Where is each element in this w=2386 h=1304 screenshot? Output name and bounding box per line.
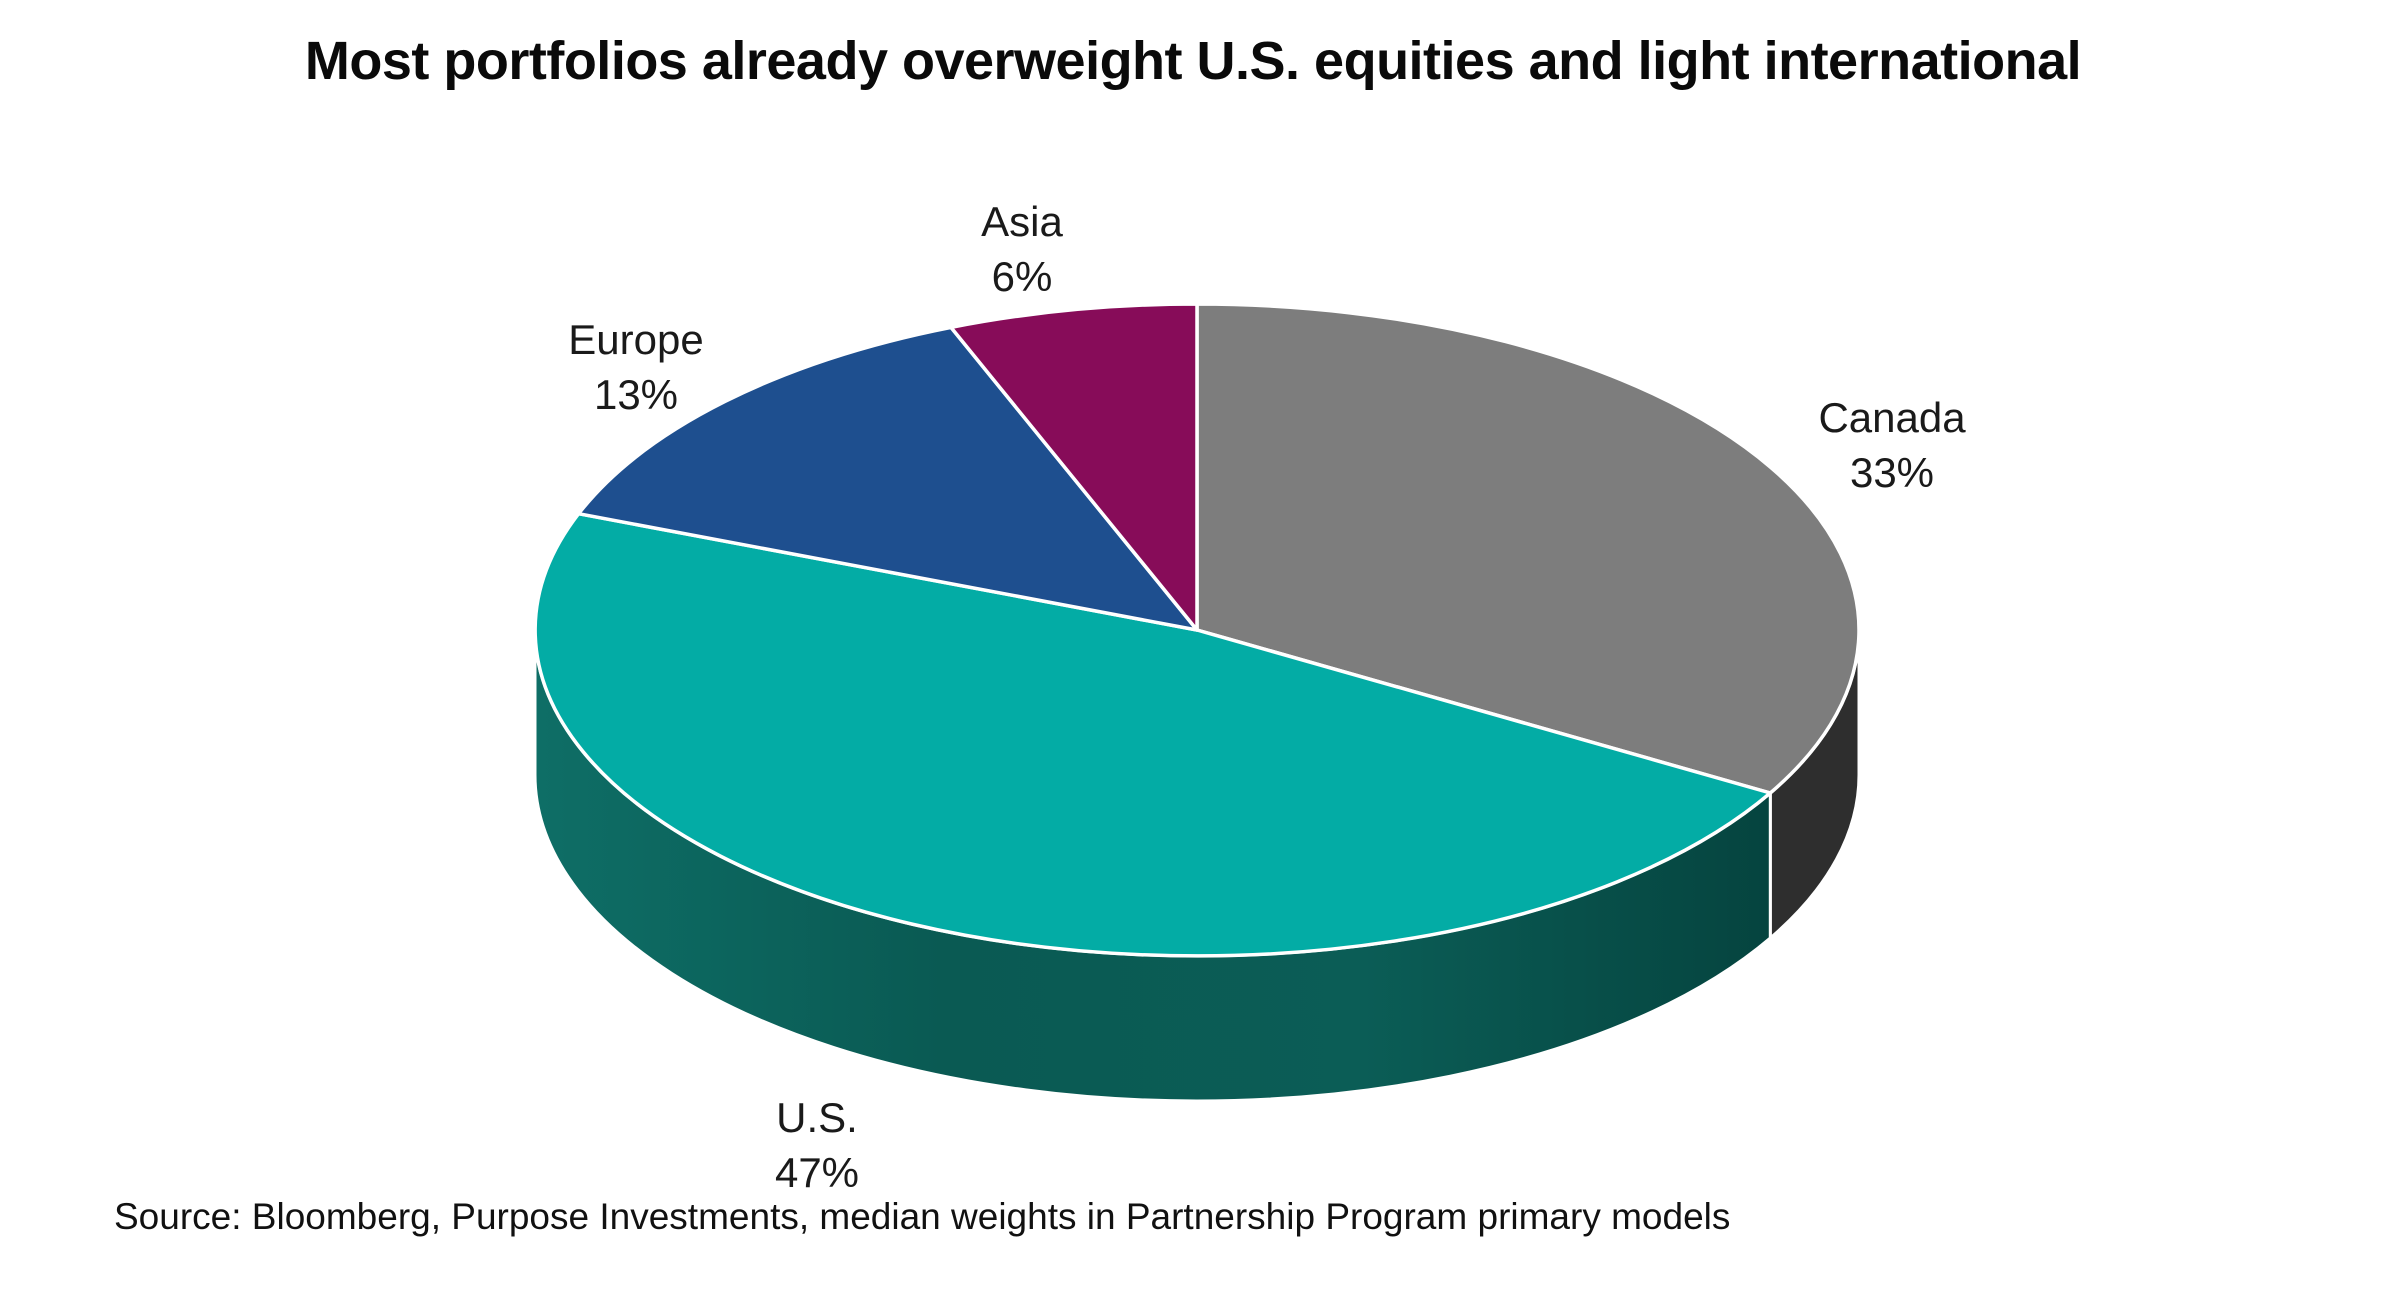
pie-slice-us (533, 511, 1773, 958)
pie-slice-canada (1195, 302, 1861, 795)
slice-name: U.S. (776, 1094, 858, 1141)
pie-tops-group (533, 302, 1861, 958)
slice-percent: 47% (774, 1149, 860, 1196)
slice-percent: 6% (991, 253, 1053, 300)
pie-slice-asia (949, 302, 1199, 632)
slice-label-canada: Canada 33% (1712, 390, 2072, 500)
pie-slice-europe (576, 325, 1199, 632)
slice-name: Asia (981, 198, 1063, 245)
chart-title: Most portfolios already overweight U.S. … (304, 31, 2082, 91)
slice-label-us: U.S. 47% (637, 1090, 997, 1200)
slice-name: Europe (568, 316, 704, 363)
slice-name: Canada (1818, 394, 1966, 441)
slice-percent: 13% (593, 371, 679, 418)
slice-label-asia: Asia 6% (842, 194, 1202, 304)
slice-label-europe: Europe 13% (456, 312, 816, 422)
source-note: Source: Bloomberg, Purpose Investments, … (114, 1196, 1731, 1237)
slice-percent: 33% (1849, 449, 1935, 496)
